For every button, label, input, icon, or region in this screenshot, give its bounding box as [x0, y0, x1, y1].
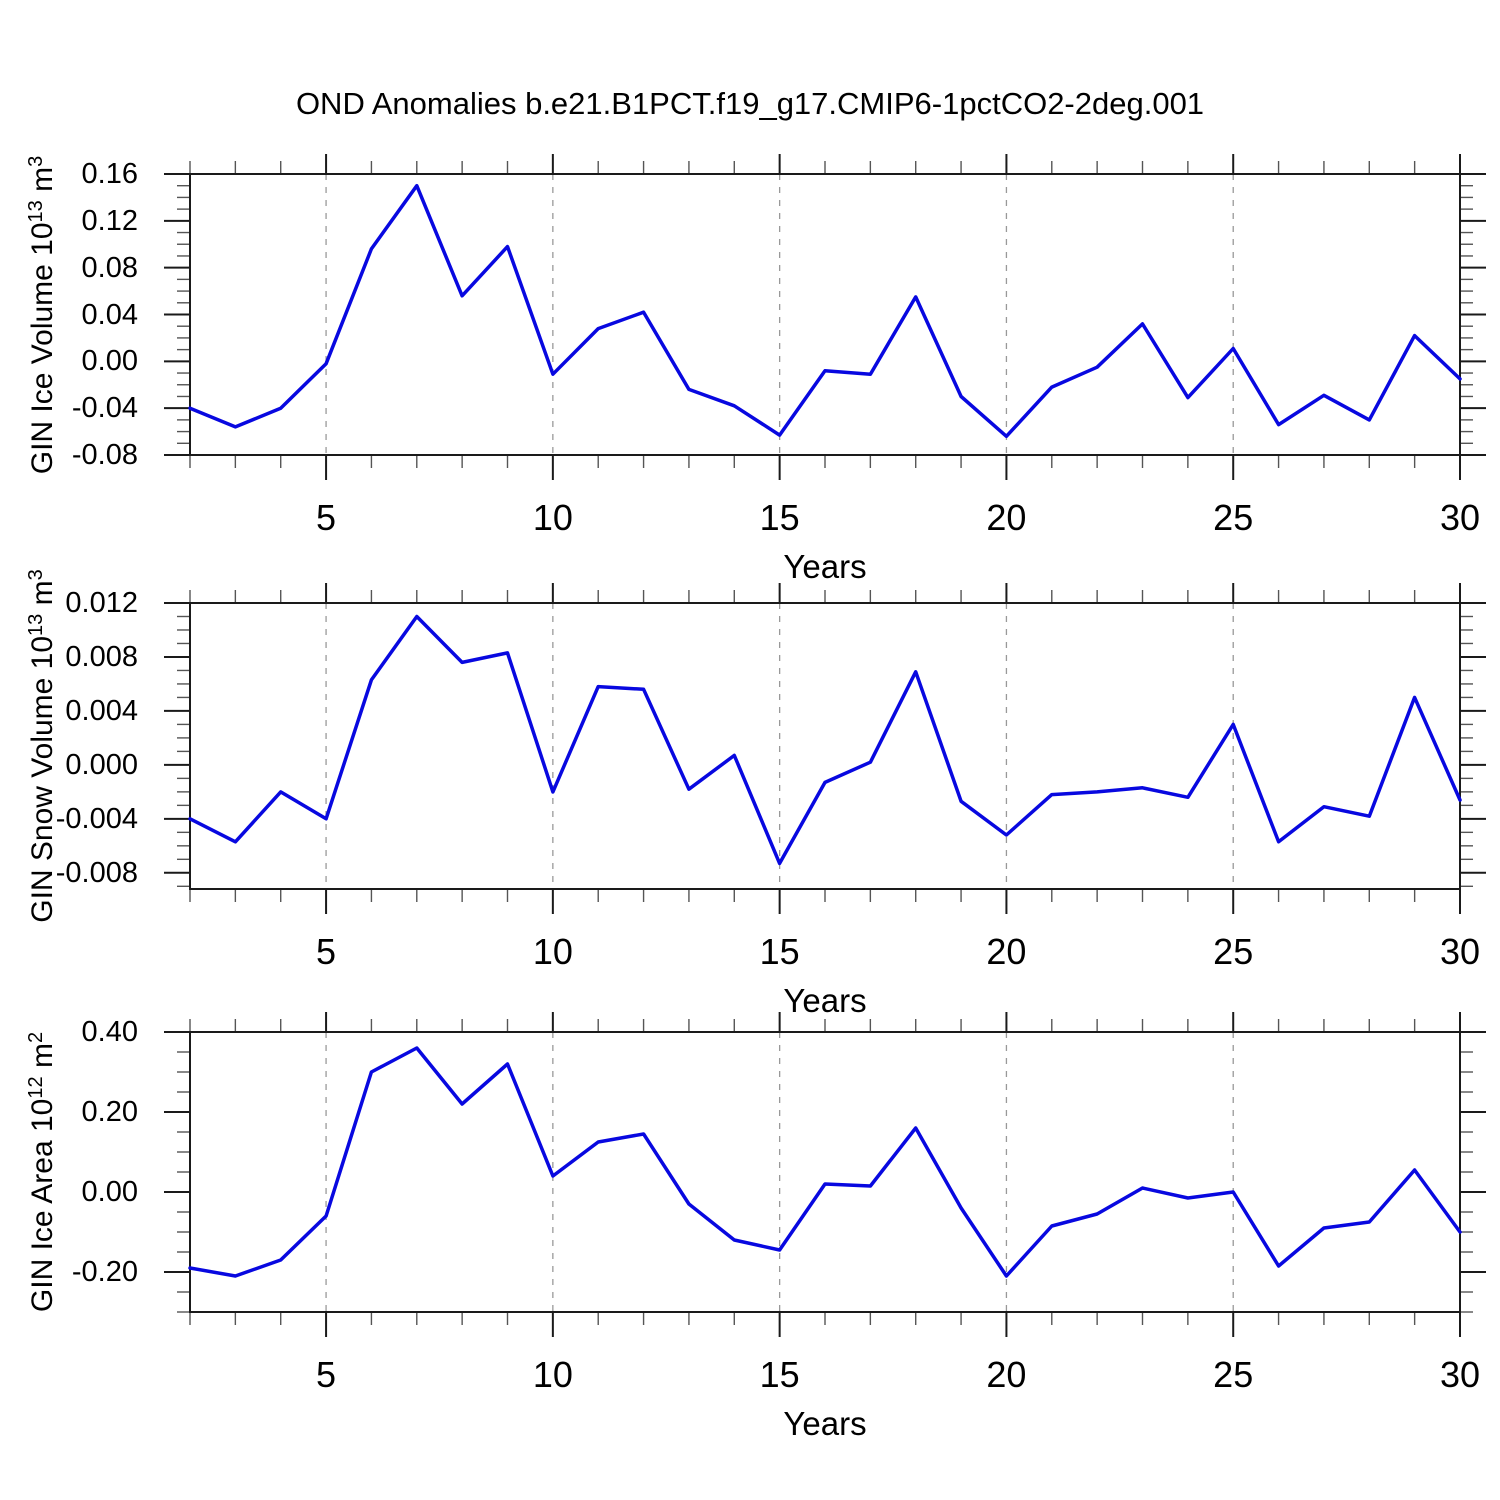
y-tick-label: 0.012 — [65, 587, 138, 619]
x-tick-label: 10 — [532, 1354, 573, 1395]
x-tick-label: 5 — [316, 497, 337, 538]
axis-title-x: Years — [783, 1405, 867, 1442]
y-tick-label: -0.20 — [71, 1256, 138, 1288]
unit-exponent: 3 — [25, 155, 47, 167]
y-tick-label: -0.04 — [71, 392, 138, 425]
x-tick-label: 20 — [986, 1354, 1027, 1395]
x-tick-label: 15 — [759, 1354, 800, 1395]
x-tick-label: 30 — [1439, 1354, 1481, 1395]
y-tick-label: 0.00 — [81, 345, 138, 378]
x-tick-label: 25 — [1213, 1354, 1254, 1395]
y-tick-label: 0.40 — [81, 1016, 138, 1048]
x-tick-label: 30 — [1439, 931, 1481, 972]
series-line — [188, 614, 1462, 866]
y-tick-label: 0.12 — [81, 204, 138, 237]
series-line — [188, 1046, 1462, 1278]
x-tick-label: 25 — [1213, 497, 1254, 538]
y-tick-label: 0.20 — [81, 1096, 138, 1128]
y-tick-label: 0.004 — [65, 694, 138, 727]
exponent: 13 — [25, 613, 47, 636]
y-tick-label: -0.008 — [55, 856, 138, 889]
y-tick-label: 0.08 — [81, 251, 138, 284]
axis-title-y: GIN Ice Area 1012 m2 — [25, 1031, 59, 1313]
unit-exponent: 2 — [25, 1031, 47, 1044]
y-tick-label: 0.000 — [65, 748, 138, 781]
y-tick-label: 0.16 — [81, 158, 138, 190]
x-tick-label: 15 — [759, 931, 800, 972]
axis-title-x: Years — [783, 548, 867, 585]
plot-frame — [189, 173, 1461, 456]
plot-frame — [189, 602, 1461, 890]
plot-frame — [189, 1031, 1461, 1313]
figure-title: OND Anomalies b.e21.B1PCT.f19_g17.CMIP6-… — [295, 86, 1205, 121]
x-tick-label: 5 — [316, 931, 337, 972]
x-tick-label: 25 — [1213, 931, 1254, 972]
y-tick-label: -0.08 — [71, 439, 138, 471]
y-tick-label: -0.004 — [55, 802, 138, 835]
x-tick-label: 10 — [532, 497, 573, 538]
y-tick-label: 0.008 — [65, 640, 138, 673]
x-tick-label: 10 — [532, 931, 573, 972]
x-tick-label: 20 — [986, 931, 1027, 972]
exponent: 12 — [25, 1076, 47, 1099]
y-tick-label: 0.04 — [81, 298, 138, 331]
x-tick-label: 20 — [986, 497, 1027, 538]
y-tick-label: 0.00 — [81, 1176, 138, 1208]
x-tick-label: 30 — [1439, 497, 1481, 538]
series-line — [188, 183, 1462, 439]
unit-exponent: 3 — [25, 569, 47, 581]
axis-title-x: Years — [783, 982, 867, 1019]
exponent: 13 — [25, 199, 47, 222]
x-tick-label: 5 — [316, 1354, 337, 1395]
x-tick-label: 15 — [759, 497, 800, 538]
